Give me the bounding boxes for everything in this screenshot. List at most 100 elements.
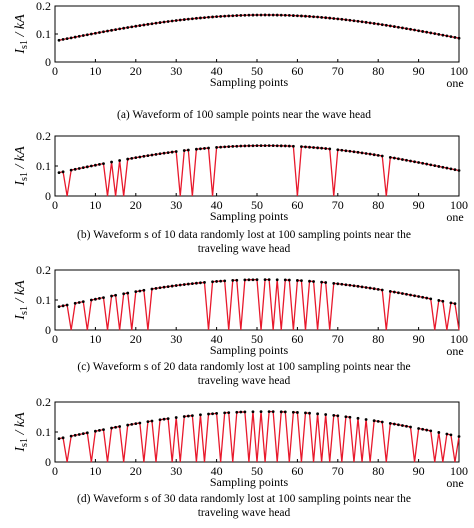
- sample-point: [275, 278, 279, 282]
- sample-point: [401, 26, 404, 30]
- x-tick-label: 40: [211, 64, 223, 78]
- sample-point: [94, 429, 97, 433]
- sample-point: [98, 31, 101, 34]
- sample-point: [441, 33, 445, 37]
- sample-point: [138, 421, 142, 425]
- sample-point: [279, 13, 283, 17]
- sample-point: [413, 294, 416, 298]
- sample-point: [433, 164, 437, 168]
- sample-point: [186, 282, 190, 286]
- sample-point: [308, 411, 311, 415]
- y-tick-label: 0.1: [36, 293, 51, 307]
- sample-point: [85, 165, 89, 169]
- sample-point: [174, 284, 178, 287]
- sample-point: [437, 431, 441, 434]
- sample-point: [453, 36, 457, 39]
- sample-point: [388, 421, 392, 425]
- x-tick-label: 70: [332, 464, 344, 478]
- sample-point: [61, 170, 65, 174]
- sample-point: [211, 15, 214, 19]
- sample-point: [162, 20, 166, 24]
- x-tick-label: 80: [372, 332, 384, 346]
- x-tick-label: 100: [450, 332, 468, 346]
- sample-point: [73, 167, 77, 171]
- sample-point: [73, 433, 77, 437]
- sample-point: [259, 144, 263, 148]
- sample-point: [199, 413, 202, 417]
- sample-point: [352, 19, 356, 23]
- sample-point: [376, 287, 380, 291]
- sample-point: [85, 33, 89, 37]
- sample-point: [380, 154, 384, 158]
- sample-point: [356, 150, 360, 154]
- y-tick-label: 0.2: [36, 263, 51, 277]
- sample-point: [247, 144, 251, 148]
- sample-point: [388, 289, 392, 293]
- y-axis-label: Is1 / kA: [13, 14, 30, 55]
- sample-point: [320, 146, 324, 150]
- sample-point: [275, 144, 279, 148]
- sample-point: [170, 284, 174, 288]
- sample-point: [186, 17, 190, 21]
- sample-point: [397, 291, 400, 295]
- sample-point: [417, 295, 420, 298]
- sample-point: [388, 24, 392, 28]
- sample-point: [368, 152, 372, 156]
- x-tick-label: 0: [52, 198, 58, 212]
- sample-point: [356, 19, 360, 23]
- sample-point: [118, 425, 122, 428]
- sample-point: [89, 164, 93, 168]
- sample-point: [384, 23, 388, 27]
- x-tick-label: 80: [372, 198, 384, 212]
- sample-point: [267, 410, 271, 414]
- sample-point: [344, 18, 348, 22]
- y-axis-label: Is1 / kA: [13, 412, 30, 453]
- sample-point: [126, 291, 130, 295]
- sample-point: [356, 284, 360, 288]
- sample-point: [372, 287, 376, 291]
- sample-point: [401, 292, 404, 295]
- sample-point: [146, 154, 150, 158]
- sample-point: [283, 410, 287, 414]
- x-tick-label: 50: [251, 198, 263, 212]
- sample-point: [283, 13, 287, 17]
- sample-point: [453, 302, 457, 306]
- sample-point: [425, 162, 429, 166]
- sample-point: [413, 160, 416, 164]
- sample-point: [239, 144, 243, 148]
- sample-point: [118, 27, 122, 31]
- sample-point: [336, 148, 340, 152]
- x-tick-label: 70: [332, 332, 344, 346]
- sample-point: [134, 290, 138, 294]
- sample-point: [360, 151, 364, 155]
- panel-caption: traveling wave head: [198, 243, 291, 255]
- sample-point: [207, 146, 210, 150]
- y-tick-label: 0.1: [36, 425, 51, 439]
- sample-point: [170, 150, 174, 154]
- sample-point: [271, 410, 275, 414]
- sample-point: [429, 297, 433, 301]
- sample-point: [429, 429, 433, 433]
- sample-point: [316, 412, 319, 416]
- sample-point: [251, 13, 255, 17]
- sample-point: [207, 15, 210, 19]
- chart-panel-4: 0 10 20 30 40 50 60 70 80 90 100 0 0.1 0.2 Sampling po…: [13, 395, 468, 519]
- sample-point: [255, 278, 259, 282]
- sample-point: [291, 14, 295, 17]
- x-tick-label: 40: [211, 332, 223, 346]
- chart-panel-3: 0 10 20 30 40 50 60 70 80 90 100 0 0.1 0.2 Sampling po…: [13, 263, 468, 387]
- sample-point: [138, 289, 142, 293]
- sample-point: [150, 419, 154, 423]
- sample-point: [231, 279, 235, 282]
- x-axis-label: Sampling points: [210, 343, 289, 357]
- sample-point: [405, 27, 408, 31]
- y-tick-label: 0.2: [36, 395, 51, 409]
- sample-point: [134, 24, 138, 28]
- sample-point: [182, 18, 186, 21]
- sample-point: [397, 157, 400, 161]
- sample-point: [429, 31, 433, 35]
- sample-point: [190, 414, 194, 418]
- sample-point: [380, 23, 384, 27]
- x-tick-label: 90: [413, 198, 425, 212]
- sample-point: [437, 33, 441, 36]
